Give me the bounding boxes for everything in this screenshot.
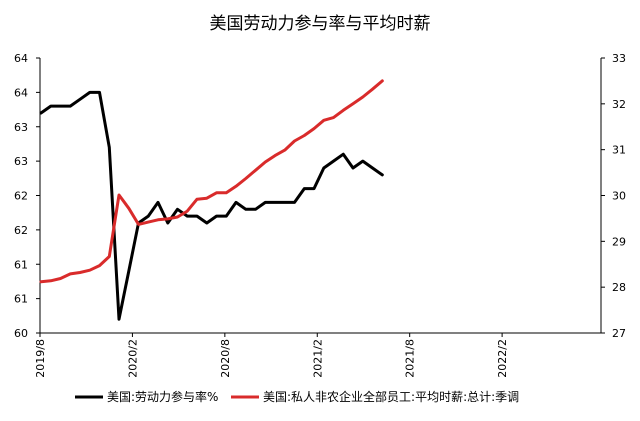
x-axis-tick-label: 2019/8 <box>34 339 47 378</box>
left-axis-ticks: 60 61 61 62 62 63 63 64 64 <box>14 52 40 340</box>
left-axis-tick-label: 63 <box>14 155 28 168</box>
left-axis-tick-label: 61 <box>14 258 28 271</box>
right-axis-tick-label: 30 <box>612 190 626 203</box>
left-axis-tick-label: 61 <box>14 293 28 306</box>
x-axis-ticks: 2019/8 2020/2 2020/8 2021/2 2021/8 2022/2 <box>34 333 509 378</box>
right-axis-tick-label: 32 <box>612 98 626 111</box>
right-axis-tick-label: 29 <box>612 235 626 248</box>
right-axis-tick-label: 27 <box>612 327 626 340</box>
x-axis-tick-label: 2022/2 <box>496 339 509 378</box>
x-axis-tick-label: 2020/2 <box>126 339 139 378</box>
x-axis-tick-label: 2021/8 <box>404 339 417 378</box>
right-axis-tick-label: 33 <box>612 52 626 65</box>
right-axis-ticks: 27 28 29 30 31 32 33 <box>601 52 626 340</box>
left-axis-tick-label: 64 <box>14 86 28 99</box>
left-axis-tick-label: 60 <box>14 327 28 340</box>
left-axis-tick-label: 62 <box>14 190 28 203</box>
x-axis-tick-label: 2020/8 <box>219 339 232 378</box>
chart-title: 美国劳动力参与率与平均时薪 <box>210 14 431 34</box>
left-axis-tick-label: 64 <box>14 52 28 65</box>
series-lines <box>39 79 384 321</box>
series-line-hourly-earnings <box>39 79 384 284</box>
legend-label-participation: 美国:劳动力参与率% <box>107 389 218 404</box>
left-axis-tick-label: 63 <box>14 121 28 134</box>
right-axis-tick-label: 31 <box>612 144 626 157</box>
series-line-participation-rate <box>39 90 384 321</box>
x-axis-tick-label: 2021/2 <box>311 339 324 378</box>
left-axis-tick-label: 62 <box>14 224 28 237</box>
legend: 美国:劳动力参与率% 美国:私人非农企业全部员工:平均时薪:总计:季调 <box>75 389 519 404</box>
right-axis-tick-label: 28 <box>612 281 626 294</box>
legend-label-hourly-earnings: 美国:私人非农企业全部员工:平均时薪:总计:季调 <box>263 389 519 404</box>
